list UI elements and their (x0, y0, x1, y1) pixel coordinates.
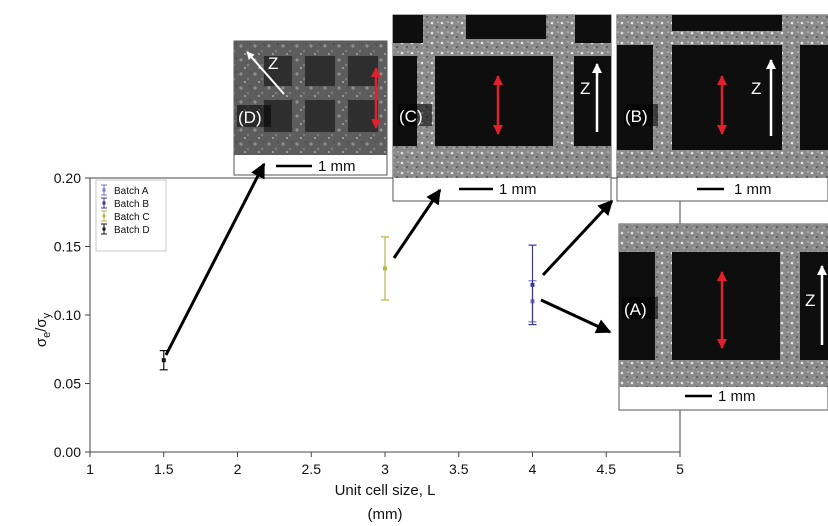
inset-d-scale-label: 1 mm (318, 158, 356, 175)
inset-c-pore (574, 56, 611, 146)
inset-c-pore (393, 56, 417, 146)
plot-area (89, 177, 681, 453)
series-2-point-0-marker (383, 266, 387, 271)
inset-b-label-bg (624, 104, 658, 126)
inset-b-z-label: Z (751, 79, 761, 98)
y-axis-title-sub-e: e (41, 332, 53, 338)
inset-c-label: (C) (399, 107, 423, 126)
y-tick-label: 0.15 (54, 239, 81, 255)
x-tick-label: 1 (86, 461, 94, 477)
inset-b-pore (672, 45, 782, 150)
y-tick-label: 0.20 (54, 170, 81, 186)
inset-c-label-bg (398, 104, 432, 126)
y-axis-title: σe/σy (33, 312, 53, 347)
series-3-point-0-marker (161, 358, 166, 363)
x-tick-label: 1.5 (154, 461, 174, 477)
legend-swatch-marker-3 (102, 227, 106, 231)
y-tick-label: 0.05 (54, 376, 81, 392)
x-tick-label: 5 (676, 461, 684, 477)
pointer-arrow-b (541, 199, 614, 277)
x-tick-label: 3.5 (449, 461, 469, 477)
inset-d-label: (D) (238, 108, 262, 127)
y-axis-title-sigma: σ (33, 337, 50, 347)
series-1-point-0-marker (530, 282, 535, 287)
pointer-arrow-a (540, 298, 612, 334)
legend-box (95, 179, 167, 252)
inset-a-label-bg (622, 297, 658, 319)
inset-a-label: (A) (624, 300, 647, 319)
data-points (159, 236, 537, 371)
x-tick-label: 2 (234, 461, 242, 477)
axis-tick-labels: 1 1.5 2 2.5 3 3.5 4 4.5 5 0.00 0.05 0.10 0.15 0.20 (54, 170, 684, 477)
pointer-arrow-d (164, 162, 266, 356)
inset-d-label-bg (237, 105, 271, 127)
inset-c-pore (435, 56, 553, 146)
legend-swatch-marker-2 (102, 214, 106, 218)
inset-c-z-label: Z (580, 79, 590, 98)
inset-b-pore (617, 45, 653, 150)
legend-label: Batch C (114, 212, 150, 223)
inset-a-pore (672, 252, 780, 360)
x-tick-label: 2.5 (302, 461, 322, 477)
inset-d-z-label: Z (268, 54, 278, 73)
legend-label: Batch A (114, 186, 149, 197)
inset-b: Z (B) 1 mm (616, 14, 828, 202)
inset-b-pore (672, 15, 782, 31)
x-tick-label: 4.5 (597, 461, 617, 477)
inset-b-label: (B) (625, 107, 648, 126)
inset-d-z-arrow (246, 51, 285, 95)
legend: Batch A Batch B Batch C Batch D (95, 179, 167, 252)
inset-c: Z (C) 1 mm (392, 14, 612, 202)
y-axis-title-slash-sigma: /σ (33, 318, 50, 332)
inset-b-scale-label: 1 mm (734, 181, 772, 198)
inset-a-z-label: Z (805, 291, 815, 310)
x-tick-label: 4 (529, 461, 537, 477)
y-axis-title-sub-y: y (41, 312, 53, 318)
x-axis-title-line2: (mm) (368, 506, 403, 523)
svg-text:σe/σy: σe/σy (33, 312, 53, 347)
legend-label: Batch B (114, 199, 149, 210)
inset-d-pore (348, 56, 378, 86)
legend-swatch-marker-1 (102, 201, 106, 205)
legend-label: Batch D (114, 225, 150, 236)
inset-c-pore (393, 15, 423, 43)
inset-d-pore (305, 56, 335, 86)
y-tick-label: 0.10 (54, 307, 81, 323)
x-tick-label: 3 (381, 461, 389, 477)
inset-b-pore (800, 45, 828, 150)
x-axis-title-line1: Unit cell size, L (335, 482, 436, 499)
inset-d-pore (264, 56, 292, 86)
inset-d-pore (305, 100, 335, 132)
legend-swatch-marker-0 (102, 188, 106, 192)
inset-a-scale-label: 1 mm (718, 388, 756, 405)
y-tick-label: 0.00 (54, 444, 81, 460)
pointer-arrow-c (392, 188, 442, 259)
inset-c-pore (466, 15, 546, 39)
inset-d-pore (348, 100, 378, 132)
axis-ticks (85, 177, 681, 457)
inset-c-pore (575, 15, 611, 43)
inset-d: Z (D) 1 mm (233, 40, 388, 176)
inset-a: Z (A) 1 mm (618, 223, 828, 411)
inset-c-scale-label: 1 mm (499, 181, 537, 198)
